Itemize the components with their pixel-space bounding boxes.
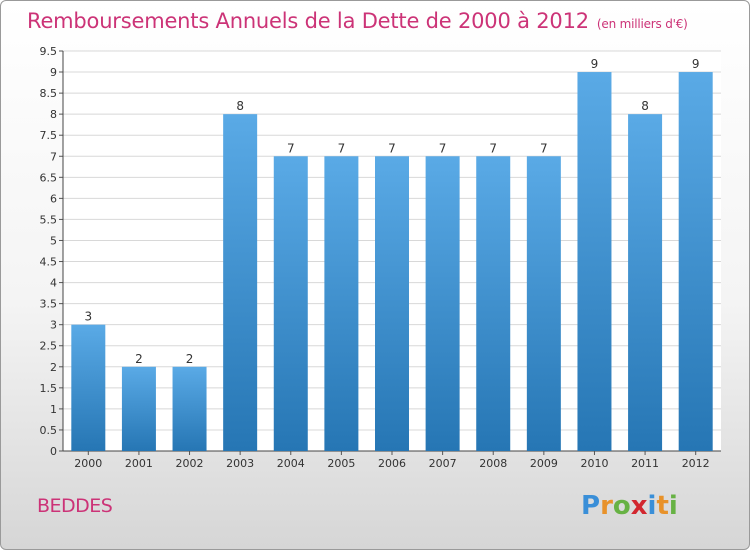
logo-letter: i — [647, 491, 657, 521]
bar-2007 — [425, 156, 460, 451]
y-tick-label: 6.5 — [40, 171, 58, 184]
x-tick-label: 2006 — [378, 457, 406, 470]
x-tick-label: 2012 — [682, 457, 710, 470]
y-tick-label: 8.5 — [40, 87, 58, 100]
y-tick-label: 6 — [50, 192, 57, 205]
y-tick-label: 0 — [50, 445, 57, 458]
bar-2009 — [526, 156, 561, 451]
data-label: 9 — [591, 57, 599, 71]
x-tick-label: 2000 — [74, 457, 102, 470]
y-tick-label: 9.5 — [40, 45, 58, 58]
data-label: 7 — [439, 141, 447, 155]
chart-title-text: Remboursements Annuels de la Dette de 20… — [27, 9, 589, 33]
y-tick-label: 7.5 — [40, 129, 58, 142]
data-label: 7 — [388, 141, 396, 155]
logo-letter: r — [600, 491, 613, 521]
y-tick-label: 3.5 — [40, 298, 58, 311]
y-tick-label: 7 — [50, 150, 57, 163]
logo-letter: x — [630, 491, 648, 521]
bar-2000 — [71, 324, 106, 451]
proxiti-logo: Proxiti — [581, 491, 678, 521]
x-tick-label: 2004 — [277, 457, 305, 470]
data-label: 7 — [338, 141, 346, 155]
logo-letter: i — [668, 491, 678, 521]
y-tick-label: 2 — [50, 361, 57, 374]
data-label: 8 — [641, 99, 649, 113]
y-tick-label: 4.5 — [40, 256, 58, 269]
x-tick-label: 2003 — [226, 457, 254, 470]
bar-2003 — [223, 114, 258, 451]
y-tick-label: 8 — [50, 108, 57, 121]
y-tick-label: 2.5 — [40, 340, 58, 353]
bar-2006 — [375, 156, 409, 451]
y-tick-label: 5.5 — [40, 213, 58, 226]
data-label: 7 — [489, 141, 497, 155]
y-tick-label: 3 — [50, 319, 57, 332]
bar-2001 — [121, 366, 156, 451]
data-label: 7 — [540, 141, 548, 155]
bar-2012 — [678, 72, 713, 451]
x-tick-label: 2008 — [479, 457, 507, 470]
bar-2011 — [628, 114, 663, 451]
x-tick-label: 2007 — [429, 457, 457, 470]
bar-2002 — [172, 366, 207, 451]
logo-letter: P — [581, 491, 601, 521]
logo-letter: t — [656, 491, 669, 521]
data-label: 9 — [692, 57, 700, 71]
y-tick-label: 0.5 — [40, 424, 58, 437]
y-tick-label: 1.5 — [40, 382, 58, 395]
logo-letter: o — [612, 491, 631, 521]
data-label: 3 — [84, 310, 92, 324]
chart-title: Remboursements Annuels de la Dette de 20… — [27, 9, 688, 33]
y-tick-label: 1 — [50, 403, 57, 416]
y-tick-label: 4 — [50, 277, 57, 290]
x-tick-label: 2009 — [530, 457, 558, 470]
data-label: 2 — [186, 352, 194, 366]
bar-2005 — [324, 156, 359, 451]
bar-2008 — [476, 156, 511, 451]
y-tick-label: 9 — [50, 66, 57, 79]
data-label: 8 — [236, 99, 244, 113]
x-tick-label: 2011 — [631, 457, 659, 470]
data-label: 2 — [135, 352, 143, 366]
bar-2010 — [577, 72, 612, 451]
commune-name: BEDDES — [37, 495, 113, 517]
x-tick-label: 2010 — [580, 457, 608, 470]
x-tick-label: 2002 — [176, 457, 204, 470]
y-tick-label: 5 — [50, 234, 57, 247]
x-tick-label: 2001 — [125, 457, 153, 470]
chart-unit-note: (en milliers d'€) — [596, 17, 688, 31]
data-label: 7 — [287, 141, 295, 155]
x-tick-label: 2005 — [327, 457, 355, 470]
bar-2004 — [273, 156, 308, 451]
